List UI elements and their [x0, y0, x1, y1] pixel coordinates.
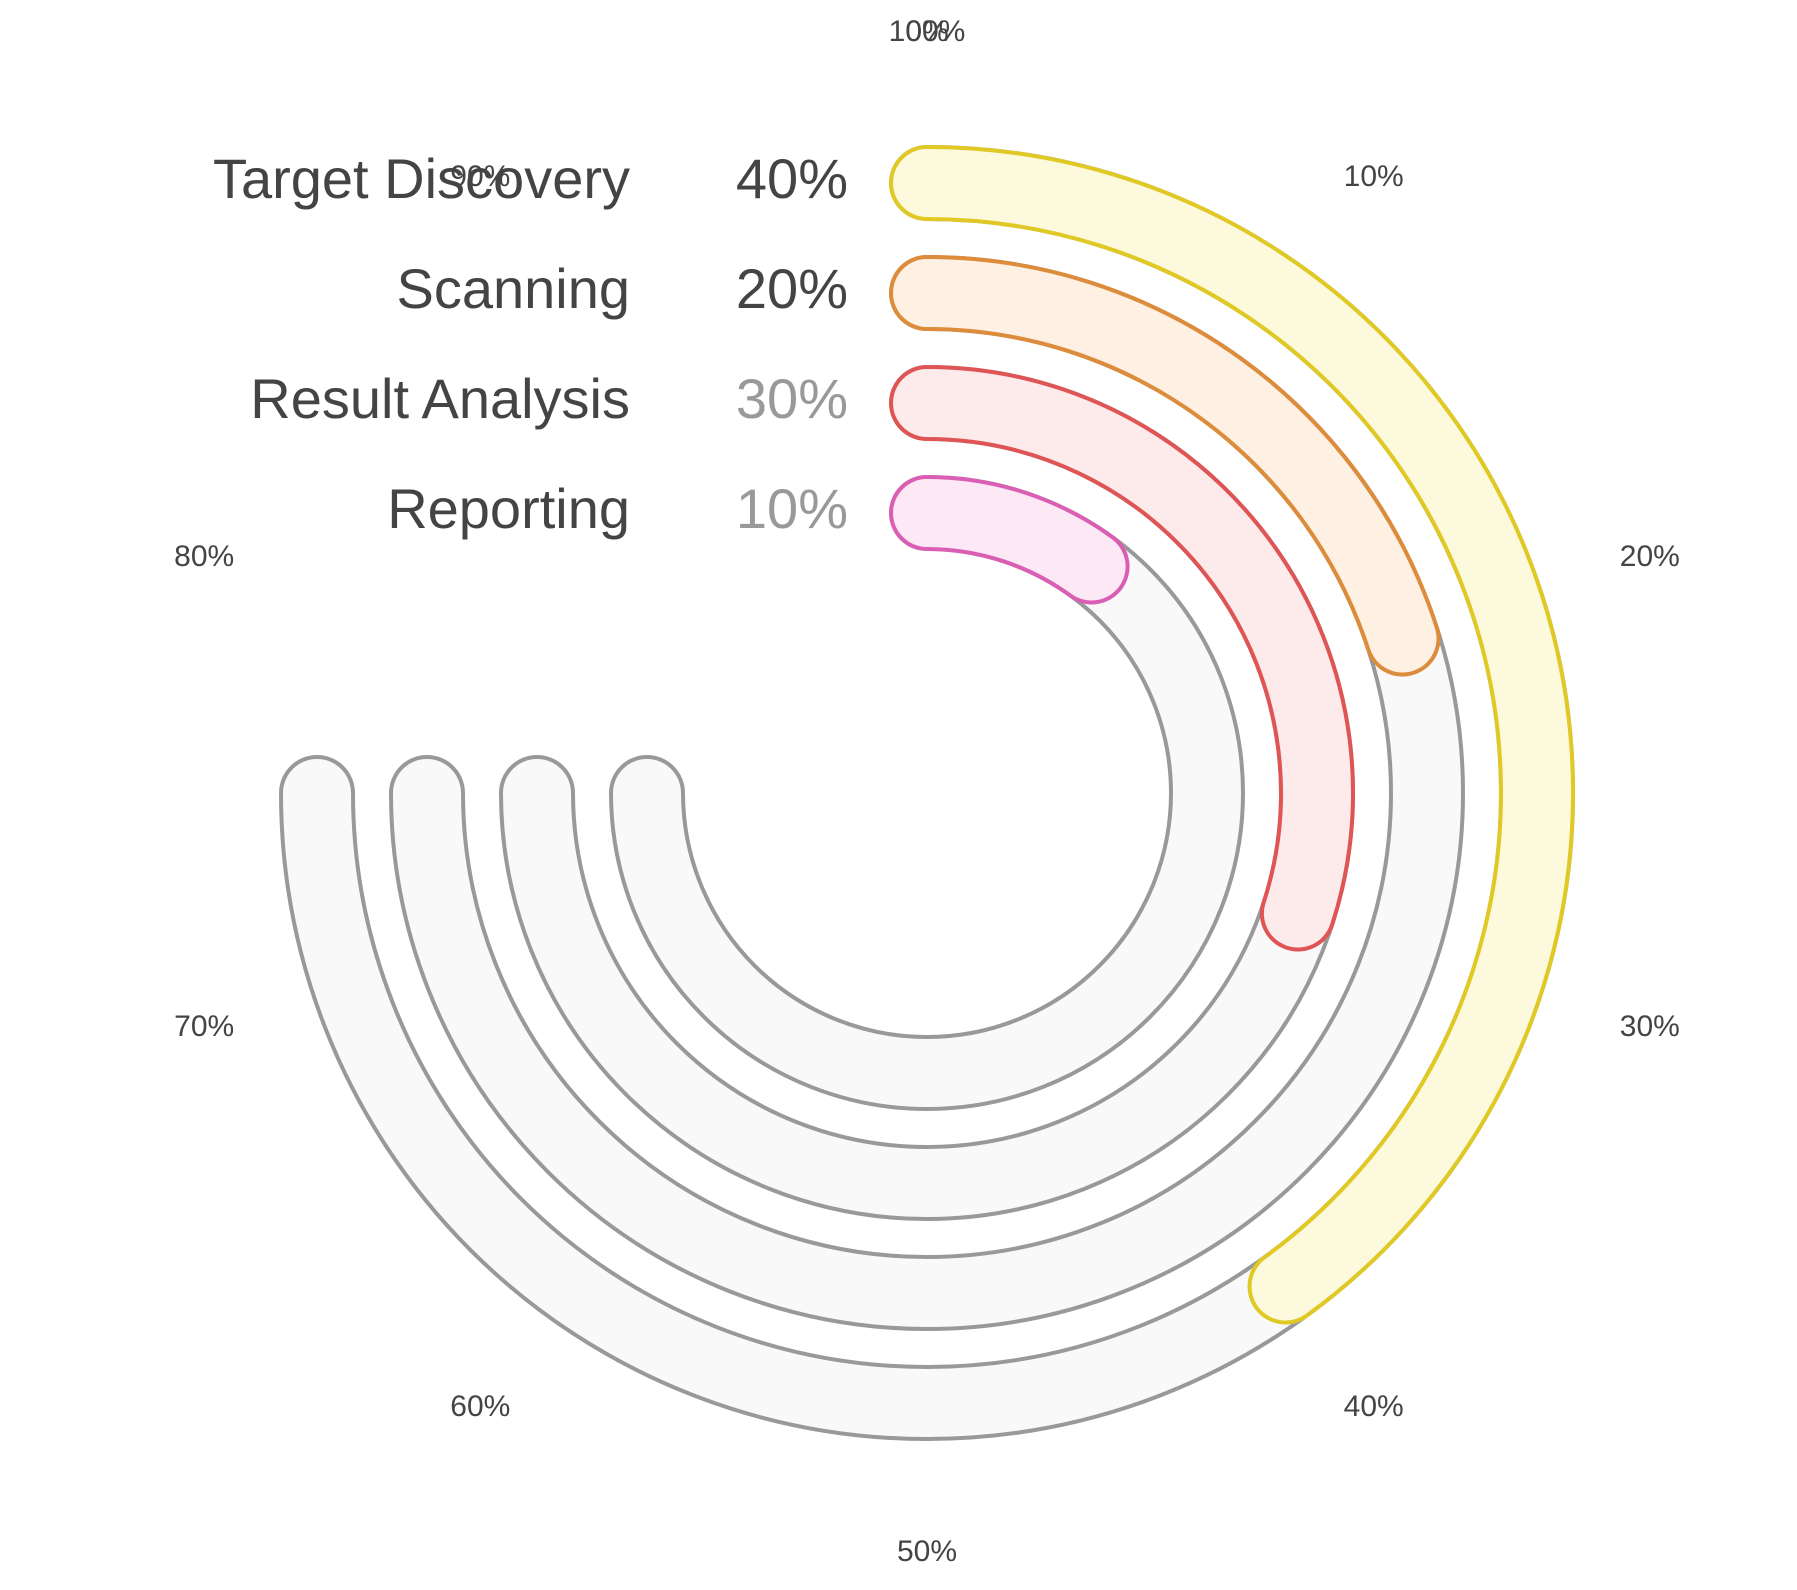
tick-label: 50%: [897, 1535, 957, 1568]
tick-label: 80%: [174, 540, 234, 573]
series-labels: Target Discovery 40% Scanning 20% Result Ana…: [213, 147, 848, 540]
series-value: 40%: [736, 147, 848, 210]
value-arc-1: [893, 259, 1437, 673]
value-arcs: [889, 145, 1575, 1325]
series-label: Reporting: [387, 477, 630, 540]
tick-label: 60%: [450, 1390, 510, 1423]
series-label: Target Discovery: [213, 147, 630, 210]
series-label: Scanning: [396, 257, 630, 320]
tick-label: 30%: [1620, 1010, 1680, 1043]
tick-label: 90%: [450, 160, 510, 193]
series-label: Result Analysis: [250, 367, 630, 430]
tick-label: 100%: [889, 15, 966, 48]
tick-label: 0%: [905, 15, 948, 48]
series-value: 30%: [736, 367, 848, 430]
tick-labels: 0% 10% 20% 30% 40% 50% 60% 70% 80% 90% 100%: [174, 15, 1680, 1568]
value-arc-2: [893, 369, 1351, 948]
tick-label: 70%: [174, 1010, 234, 1043]
tick-label: 20%: [1620, 540, 1680, 573]
series-value: 20%: [736, 257, 848, 320]
tick-label: 10%: [1344, 160, 1404, 193]
value-arc-0: [893, 149, 1571, 1321]
series-value: 10%: [736, 477, 848, 540]
track-3: [613, 479, 1241, 1107]
value-arc-3: [893, 479, 1126, 601]
tick-label: 40%: [1344, 1390, 1404, 1423]
